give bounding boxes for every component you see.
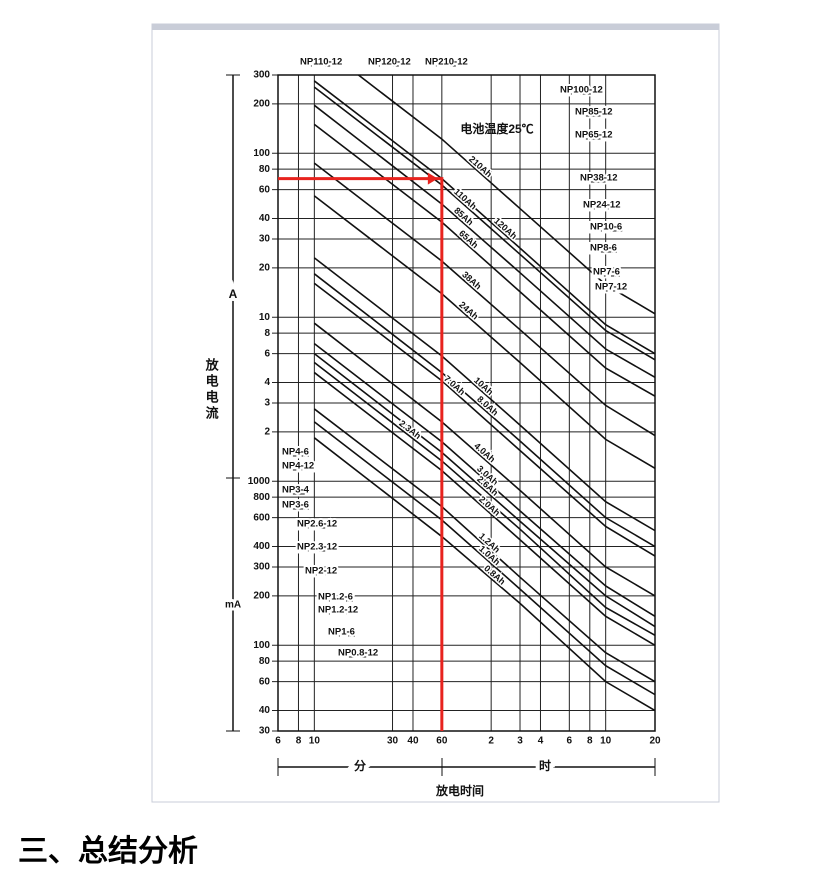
x-tick-label: 2 — [488, 736, 494, 747]
x-tick-label: 6 — [567, 736, 573, 747]
model-label: NP2.6-12 — [297, 519, 337, 530]
y-tick-label: 4 — [264, 377, 270, 388]
y-unit: A — [229, 287, 238, 301]
x-tick-label: 6 — [275, 736, 281, 747]
x-tick-label: 60 — [436, 736, 448, 747]
x-tick-label: 8 — [296, 736, 302, 747]
y-tick-label: 2 — [264, 427, 270, 438]
model-label: NP24-12 — [583, 200, 621, 211]
model-label: NP7-6 — [593, 267, 620, 278]
discharge-curve — [357, 75, 655, 315]
y-tick-label: 30 — [259, 234, 271, 245]
x-tick-label: 10 — [600, 736, 612, 747]
model-label: NP100-12 — [560, 85, 603, 96]
discharge-curve — [313, 361, 655, 636]
model-label: NP1.2-12 — [318, 605, 358, 616]
y-tick-label: 600 — [253, 512, 270, 523]
discharge-curve — [313, 104, 655, 379]
y-tick-label: 800 — [253, 492, 270, 503]
discharge-curve — [313, 322, 655, 597]
y-tick-label: 400 — [253, 541, 270, 552]
model-label: NP110-12 — [300, 57, 342, 68]
x-tick-label: 10 — [309, 736, 321, 747]
discharge-curve — [313, 408, 655, 683]
model-label: NP3-4 — [282, 485, 310, 496]
y-tick-label: 40 — [259, 213, 271, 224]
y-tick-label: 8 — [264, 328, 270, 339]
y-tick-label: 20 — [259, 263, 271, 274]
temperature-note: 电池温度25℃ — [460, 121, 533, 136]
y-tick-label: 6 — [264, 348, 270, 359]
discharge-curve — [313, 371, 655, 646]
y-tick-label: 60 — [259, 184, 271, 195]
curves — [313, 75, 655, 712]
chart: A mA 分 时 放电时间 放电电流 电池温度25℃ 300 200 100 80 60… — [151, 23, 720, 803]
discharge-curve — [313, 421, 655, 696]
model-label: NP38-12 — [580, 173, 618, 184]
model-label: NP2-12 — [305, 566, 337, 577]
model-label: NP7-12 — [595, 282, 627, 293]
model-label: NP1-6 — [328, 627, 355, 638]
discharge-curve — [313, 273, 655, 548]
x-tick-label: 8 — [587, 736, 593, 747]
model-label: NP210-12 — [425, 57, 468, 68]
y-axis-label: 放电电流 — [204, 357, 220, 422]
discharge-curve — [313, 282, 655, 557]
discharge-curve — [313, 343, 655, 618]
plot-border — [277, 74, 656, 732]
model-label: NP3-6 — [282, 500, 309, 511]
discharge-curve — [313, 80, 655, 355]
discharge-curve — [313, 86, 655, 361]
y-tick-label: 100 — [253, 640, 270, 651]
figure-top-strip — [152, 24, 719, 30]
x-axis-label: 放电时间 — [435, 783, 484, 798]
y-tick-label: 80 — [259, 164, 271, 175]
x-unit: 分 — [354, 758, 366, 773]
x-tick-label: 4 — [538, 736, 544, 747]
y-tick-label: 200 — [253, 99, 270, 110]
model-label: NP65-12 — [575, 130, 613, 141]
reference-arrow — [427, 172, 438, 185]
y-tick-label: 80 — [259, 656, 271, 667]
model-label: NP4-12 — [282, 461, 314, 472]
y-tick-label: 40 — [259, 705, 271, 716]
y-tick-label: 100 — [253, 148, 270, 159]
y-tick-label: 60 — [259, 676, 271, 687]
y-unit: mA — [225, 600, 241, 611]
x-tick-label: 20 — [649, 736, 661, 747]
y-tick-label: 300 — [253, 562, 270, 573]
y-tick-label: 300 — [253, 70, 270, 81]
x-tick-label: 3 — [517, 736, 523, 747]
discharge-curve — [313, 352, 655, 628]
y-tick-label: 30 — [259, 726, 271, 737]
discharge-curve — [313, 162, 655, 437]
reference-line — [278, 177, 444, 731]
discharge-curve — [313, 257, 655, 532]
model-label: NP85-12 — [575, 107, 613, 118]
x-tick-label: 40 — [407, 736, 419, 747]
model-label: NP4-6 — [282, 447, 309, 458]
section-heading: 三、总结分析 — [18, 834, 198, 869]
y-tick-label: 1000 — [248, 476, 271, 487]
model-label: NP0.8-12 — [338, 648, 378, 659]
x-tick-label: 30 — [387, 736, 399, 747]
discharge-curve — [313, 123, 655, 397]
model-label: NP120-12 — [368, 57, 411, 68]
model-label: NP1.2-6 — [318, 592, 353, 603]
model-label: NP10-6 — [590, 222, 622, 233]
discharge-curve — [313, 437, 655, 712]
y-tick-label: 3 — [264, 398, 270, 409]
y-tick-label: 10 — [259, 312, 271, 323]
figure-frame — [151, 23, 720, 803]
discharge-curve — [313, 195, 655, 469]
y-tick-label: 200 — [253, 591, 270, 602]
x-unit: 时 — [539, 758, 551, 773]
model-label: NP2.3-12 — [297, 542, 337, 553]
model-label: NP8-6 — [590, 243, 617, 254]
